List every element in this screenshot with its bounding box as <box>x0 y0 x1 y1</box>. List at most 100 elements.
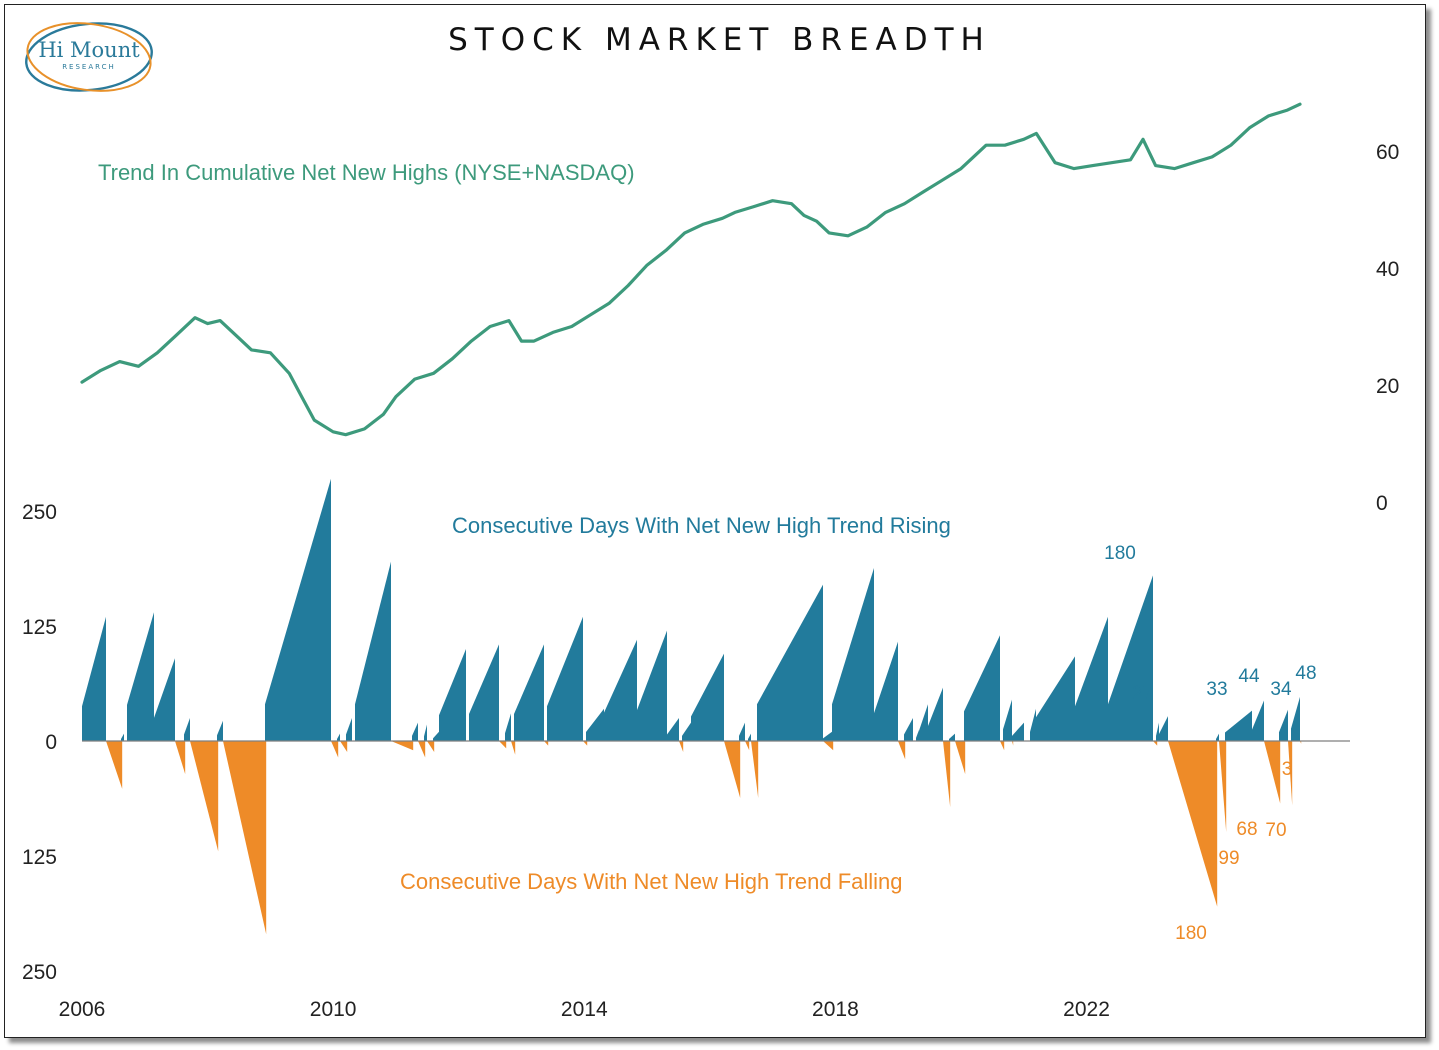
falling-run-3 <box>223 741 267 935</box>
rising-run-47 <box>1279 709 1288 741</box>
falling-run-12 <box>583 741 588 746</box>
rising-run-31 <box>916 729 919 741</box>
falling-run-26 <box>1264 741 1281 804</box>
falling-run-7 <box>418 741 426 758</box>
rising-run-20 <box>637 630 667 741</box>
rising-run-16 <box>514 644 544 741</box>
rising-run-43 <box>1159 716 1168 741</box>
rising-run-3 <box>154 658 175 741</box>
rising-run-30 <box>904 718 913 741</box>
rising-run-22 <box>682 722 691 741</box>
falling-run-0 <box>106 741 123 789</box>
falling-run-15 <box>745 741 750 751</box>
rising-run-35 <box>964 635 1000 741</box>
left-tick-3: 125 <box>22 846 57 869</box>
falling-run-23 <box>1153 741 1158 746</box>
falling-run-24 <box>1168 741 1218 907</box>
chart-frame <box>4 4 1426 1038</box>
rising-run-18 <box>586 708 604 741</box>
rising-run-10 <box>412 722 418 741</box>
falling-run-28 <box>1300 741 1302 744</box>
logo: Hi Mount RESEARCH <box>22 18 156 96</box>
falling-title: Consecutive Days With Net New High Trend… <box>400 869 903 894</box>
left-tick-0: 250 <box>22 501 57 524</box>
x-tick-2022: 2022 <box>1063 998 1110 1021</box>
rising-run-13 <box>439 649 466 741</box>
falling-run-9 <box>499 741 507 749</box>
anno-falling-68: 68 <box>1236 819 1257 840</box>
falling-run-17 <box>823 741 834 751</box>
falling-run-4 <box>331 741 339 758</box>
anno-rising-27: 27 <box>1132 683 1153 704</box>
logo-rings-icon <box>25 22 153 92</box>
logo-sub: RESEARCH <box>62 63 116 71</box>
rising-title: Consecutive Days With Net New High Trend… <box>452 513 951 538</box>
falling-run-16 <box>751 741 759 799</box>
falling-run-11 <box>544 741 549 746</box>
left-axis-ticks: 250 125 0 125 250 <box>22 501 57 984</box>
falling-run-14 <box>724 741 741 799</box>
rising-run-45 <box>1225 710 1252 741</box>
rising-run-17 <box>547 616 583 741</box>
consecutive-days-bars <box>82 478 1302 935</box>
falling-run-21 <box>1000 741 1005 751</box>
rising-run-14 <box>469 644 499 741</box>
rising-run-24 <box>739 722 745 741</box>
rising-run-12 <box>433 731 439 741</box>
falling-run-22 <box>1012 741 1014 746</box>
falling-run-6 <box>391 741 414 751</box>
falling-run-25 <box>1219 741 1227 833</box>
rising-run-38 <box>1030 708 1036 741</box>
falling-run-2 <box>190 741 219 852</box>
rising-run-29 <box>874 641 898 741</box>
x-tick-2010: 2010 <box>310 998 357 1021</box>
rising-run-27 <box>823 731 832 741</box>
rising-run-44 <box>1216 733 1219 741</box>
left-tick-4: 250 <box>22 961 57 984</box>
x-tick-2014: 2014 <box>561 998 608 1021</box>
falling-run-27 <box>1288 741 1293 806</box>
rising-run-42 <box>1156 722 1159 741</box>
trend-title: Trend In Cumulative Net New Highs (NYSE+… <box>98 160 635 185</box>
x-tick-2018: 2018 <box>812 998 859 1021</box>
rising-run-48 <box>1291 696 1300 741</box>
falling-run-19 <box>943 741 951 808</box>
rising-run-32 <box>919 704 928 741</box>
anno-falling-180: 180 <box>1175 923 1207 944</box>
rising-run-2 <box>127 612 154 741</box>
falling-run-10 <box>511 741 516 755</box>
rising-run-28 <box>832 568 874 741</box>
rising-run-8 <box>346 718 352 741</box>
rising-run-46 <box>1252 700 1264 741</box>
right-axis-ticks: 0 20 40 60 <box>1376 141 1399 515</box>
rising-run-19 <box>604 639 637 741</box>
page-title: STOCK MARKET BREADTH <box>448 22 991 58</box>
rising-run-34 <box>949 733 955 741</box>
rising-run-11 <box>424 724 427 741</box>
anno-rising-33: 33 <box>1206 679 1227 700</box>
falling-run-18 <box>898 741 906 760</box>
falling-run-1 <box>175 741 186 775</box>
x-tick-2006: 2006 <box>59 998 106 1021</box>
rising-run-37 <box>1012 722 1024 741</box>
x-axis-ticks: 2006 2010 2014 2018 2022 <box>59 998 1110 1021</box>
anno-rising-48: 48 <box>1295 663 1316 684</box>
left-tick-2: 0 <box>45 731 57 754</box>
rising-run-41 <box>1108 575 1153 741</box>
anno-falling-99: 99 <box>1218 848 1239 869</box>
trend-line <box>80 102 1302 437</box>
right-tick-40: 40 <box>1376 258 1399 281</box>
falling-run-20 <box>955 741 966 775</box>
rising-run-7 <box>337 733 340 741</box>
anno-falling-3: 3 <box>1282 759 1293 780</box>
rising-run-25 <box>748 733 751 741</box>
anno-rising-44: 44 <box>1238 666 1260 687</box>
rising-run-5 <box>217 720 223 741</box>
logo-name: Hi Mount <box>38 38 140 62</box>
anno-falling-70: 70 <box>1265 820 1286 841</box>
rising-run-21 <box>667 718 679 741</box>
right-tick-0: 0 <box>1376 492 1388 515</box>
rising-run-9 <box>355 561 391 741</box>
